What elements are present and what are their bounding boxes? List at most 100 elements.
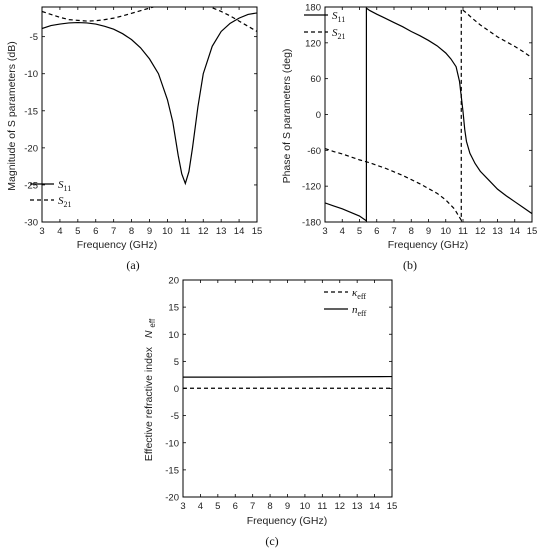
y-tick-label: 5 <box>174 357 179 368</box>
svg-text:Effective refractive index: Effective refractive index N eff <box>143 318 157 461</box>
legend-label-s11-a: S11 <box>58 179 71 193</box>
x-tick-label: 9 <box>285 501 290 512</box>
y-axis-label-c-symbol-sub: eff <box>148 318 157 328</box>
x-tick-label: 14 <box>234 226 245 237</box>
y-tick-label: -5 <box>30 32 38 43</box>
x-tick-label: 15 <box>387 501 398 512</box>
y-tick-label: 180 <box>305 3 321 14</box>
panel-label-c: (c) <box>265 534 278 548</box>
y-axis-label-b: Phase of S parameters (deg) <box>281 49 293 184</box>
x-tick-label: 14 <box>509 226 520 237</box>
y-tick-label: -5 <box>171 411 179 422</box>
y-axis-label-c-symbol: N <box>143 330 155 338</box>
legend-label-neff-c: neff <box>352 304 367 318</box>
x-tick-label: 9 <box>426 226 431 237</box>
x-tick-label: 8 <box>129 226 134 237</box>
y-ticks-c: -20 -15 -10 -5 0 5 10 15 20 <box>165 276 392 504</box>
panel-b: 3 4 5 6 7 8 9 10 11 12 13 14 15 -180 -120 -60 0 60 120 180… <box>281 3 537 273</box>
y-tick-label: -180 <box>302 218 321 229</box>
x-tick-label: 5 <box>75 226 80 237</box>
legend-label-s11-b: S11 <box>332 10 345 24</box>
x-tick-label: 14 <box>369 501 380 512</box>
y-axis-label-a: Magnitude of S parameters (dB) <box>6 41 18 190</box>
x-tick-label: 15 <box>252 226 263 237</box>
y-ticks-a: -30 -25 -20 -15 -10 -5 <box>24 32 257 229</box>
x-axis-label-a: Frequency (GHz) <box>77 239 158 251</box>
legend-label-s21-a: S21 <box>58 195 72 209</box>
x-tick-label: 4 <box>57 226 62 237</box>
x-tick-label: 15 <box>527 226 538 237</box>
series-line-s21-b <box>325 7 532 222</box>
x-ticks-b: 3 4 5 6 7 8 9 10 11 12 13 14 15 <box>322 7 537 237</box>
x-tick-label: 11 <box>458 226 468 237</box>
y-tick-label: 60 <box>310 74 321 85</box>
x-tick-label: 5 <box>357 226 362 237</box>
y-axis-label-c: Effective refractive index N eff <box>143 318 157 461</box>
y-tick-label: -20 <box>24 143 38 154</box>
y-tick-label: -15 <box>24 106 38 117</box>
y-tick-label: 0 <box>316 110 321 121</box>
x-tick-label: 12 <box>198 226 209 237</box>
series-line-s11-a <box>42 12 257 186</box>
x-tick-label: 10 <box>440 226 451 237</box>
x-tick-label: 3 <box>39 226 44 237</box>
x-tick-label: 11 <box>180 226 190 237</box>
panel-label-b: (b) <box>403 258 417 272</box>
x-tick-label: 11 <box>317 501 327 512</box>
x-tick-label: 6 <box>233 501 238 512</box>
x-tick-label: 12 <box>475 226 486 237</box>
y-axis-label-c-text: Effective refractive index <box>143 346 155 461</box>
x-tick-label: 13 <box>492 226 503 237</box>
y-tick-label: -25 <box>24 180 38 191</box>
x-tick-label: 13 <box>216 226 227 237</box>
x-tick-label: 3 <box>180 501 185 512</box>
x-tick-label: 7 <box>250 501 255 512</box>
y-tick-label: -20 <box>165 493 179 504</box>
y-tick-label: 20 <box>168 276 179 287</box>
x-tick-label: 3 <box>322 226 327 237</box>
x-tick-label: 10 <box>300 501 311 512</box>
x-tick-label: 12 <box>334 501 345 512</box>
plot-frame-a <box>41 6 258 223</box>
x-axis-label-b: Frequency (GHz) <box>388 239 469 251</box>
y-tick-label: -10 <box>165 438 179 449</box>
y-tick-label: -120 <box>302 182 321 193</box>
legend-label-keff-c: κeff <box>352 287 366 301</box>
x-ticks-c: 3 4 5 6 7 8 9 10 11 12 13 14 15 <box>180 280 397 512</box>
plot-area-b <box>324 6 533 223</box>
y-tick-label: -10 <box>24 69 38 80</box>
x-tick-label: 4 <box>198 501 203 512</box>
panel-c: 3 4 5 6 7 8 9 10 11 12 13 14 15 -20-15-10-505101520 … <box>143 276 397 549</box>
y-tick-label: 120 <box>305 38 321 49</box>
y-tick-label: 10 <box>168 330 179 341</box>
x-tick-label: 8 <box>409 226 414 237</box>
y-tick-label: 0 <box>174 384 179 395</box>
x-axis-label-c: Frequency (GHz) <box>247 515 328 527</box>
series-line-s21-a <box>42 7 257 32</box>
panel-label-a: (a) <box>126 258 139 272</box>
x-tick-label: 13 <box>352 501 363 512</box>
legend-label-s21-b: S21 <box>332 27 346 41</box>
plot-frame-b <box>324 6 533 223</box>
x-tick-label: 6 <box>374 226 379 237</box>
x-tick-label: 5 <box>215 501 220 512</box>
series-line-s11-b <box>325 7 532 222</box>
x-tick-label: 10 <box>162 226 173 237</box>
y-tick-label: 15 <box>168 303 179 314</box>
x-tick-label: 4 <box>340 226 345 237</box>
y-tick-label: -30 <box>24 218 38 229</box>
x-tick-label: 6 <box>93 226 98 237</box>
x-tick-label: 7 <box>391 226 396 237</box>
plot-area-a <box>41 6 258 223</box>
y-tick-label: -60 <box>307 146 321 157</box>
legend-c: κeff neff <box>324 287 367 318</box>
y-tick-label: -15 <box>165 465 179 476</box>
x-tick-label: 9 <box>147 226 152 237</box>
x-tick-label: 8 <box>267 501 272 512</box>
x-tick-label: 7 <box>111 226 116 237</box>
y-ticks-b: -180 -120 -60 0 60 120 180 <box>302 3 532 229</box>
series-line-neff-c <box>183 375 392 378</box>
